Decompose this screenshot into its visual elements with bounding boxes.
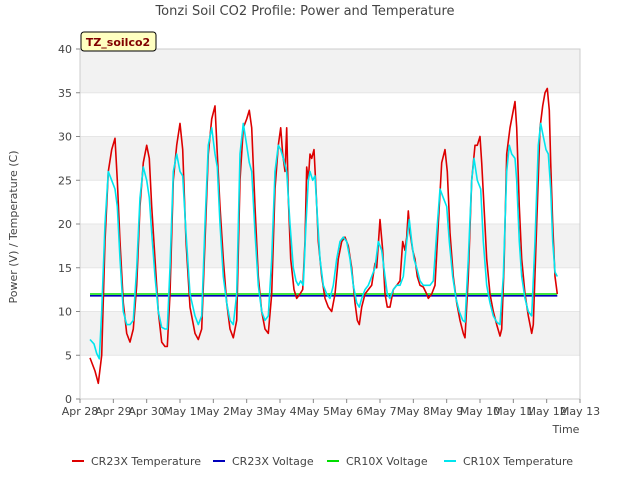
y-tick-label: 15 <box>58 262 72 275</box>
y-tick-label: 10 <box>58 306 72 319</box>
y-axis: 0 5 10 15 20 25 30 35 40 <box>58 43 80 406</box>
x-tick-label: May 12 <box>527 405 567 418</box>
x-tick-label: May 2 <box>197 405 230 418</box>
series-line-cr23x-temperature <box>89 87 559 385</box>
legend-label: CR10X Voltage <box>346 455 428 468</box>
grid-band <box>80 136 580 181</box>
chart-title: Tonzi Soil CO2 Profile: Power and Temper… <box>154 4 454 19</box>
x-tick-label: Apr 29 <box>95 405 132 418</box>
y-tick-label: 20 <box>58 218 72 231</box>
legend: CR23X Temperature CR23X Voltage CR10X Volt… <box>72 455 573 468</box>
x-tick-label: May 6 <box>330 405 363 418</box>
grid-bands <box>80 48 580 400</box>
grid-band <box>80 180 580 224</box>
series-lines <box>89 87 559 385</box>
x-tick-label: May 3 <box>230 405 263 418</box>
x-tick-label: Apr 28 <box>62 405 99 418</box>
x-tick-label: May 4 <box>263 405 296 418</box>
y-tick-label: 5 <box>65 349 72 362</box>
grid-band <box>80 92 580 137</box>
x-tick-label: May 13 <box>560 405 600 418</box>
y-tick-label: 0 <box>65 393 72 406</box>
y-tick-label: 30 <box>58 131 72 144</box>
x-tick-label: May 9 <box>430 405 463 418</box>
y-axis-label: Power (V) / Temperature (C) <box>7 150 20 303</box>
x-tick-label: May 8 <box>397 405 430 418</box>
y-tick-label: 35 <box>58 87 72 100</box>
grid-band <box>80 355 580 399</box>
grid-band <box>80 49 580 93</box>
x-tick-label: May 5 <box>297 405 330 418</box>
legend-label: CR10X Temperature <box>463 455 573 468</box>
x-tick-label: Apr 30 <box>128 405 165 418</box>
grid-band <box>80 267 580 312</box>
x-tick-label: May 11 <box>493 405 533 418</box>
annotation-box: TZ_soilco2 <box>80 31 157 52</box>
x-axis-label: Time <box>552 423 580 436</box>
y-tick-label: 25 <box>58 174 72 187</box>
grid-band <box>80 311 580 356</box>
x-tick-label: May 1 <box>163 405 196 418</box>
legend-label: CR23X Voltage <box>232 455 314 468</box>
annotation-label: TZ_soilco2 <box>86 36 150 49</box>
y-tick-label: 40 <box>58 43 72 56</box>
grid-band <box>80 224 580 268</box>
series-line-cr10x-temperature <box>89 122 559 360</box>
x-tick-label: May 7 <box>363 405 396 418</box>
legend-label: CR23X Temperature <box>91 455 201 468</box>
x-tick-label: May 10 <box>460 405 500 418</box>
